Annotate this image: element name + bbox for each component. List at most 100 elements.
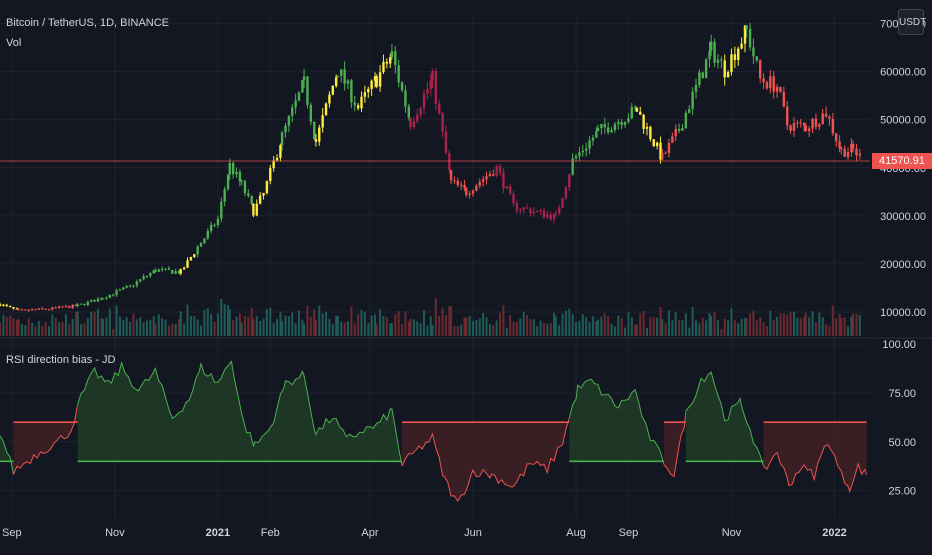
volume-bar	[115, 305, 118, 336]
rsi-tick-label: 50.00	[888, 437, 916, 449]
volume-bar	[34, 326, 37, 336]
volume-bar	[142, 322, 145, 336]
candle-body	[309, 104, 313, 122]
candle-body	[238, 171, 242, 182]
volume-bar	[100, 317, 103, 336]
volume-bar	[782, 313, 785, 336]
volume-bar	[118, 316, 121, 336]
candle-body	[154, 269, 157, 272]
volume-bar	[15, 320, 18, 336]
volume-bar	[363, 312, 366, 336]
volume-bar	[367, 323, 370, 336]
volume-bar	[515, 321, 518, 336]
candle-body	[824, 113, 828, 117]
volume-bar	[549, 323, 552, 336]
candle-body	[779, 86, 782, 92]
candle-body	[596, 128, 600, 132]
volume-bar	[681, 320, 684, 336]
indicator-title[interactable]: RSI direction bias - JD	[6, 354, 116, 366]
candle-body	[68, 306, 71, 309]
candle-body	[360, 96, 363, 109]
volume-bar	[102, 319, 105, 336]
volume-bar	[597, 319, 600, 336]
volume-bar	[627, 312, 630, 336]
volume-bar	[482, 312, 485, 336]
candle-body	[419, 108, 422, 115]
volume-bar	[578, 320, 581, 336]
volume-bar	[210, 314, 213, 336]
candle-body	[145, 275, 149, 277]
currency-badge[interactable]: USDT	[898, 9, 926, 35]
candle-body	[630, 107, 634, 119]
candle-body	[748, 28, 752, 48]
volume-bar	[252, 318, 255, 336]
candle-body	[100, 298, 103, 300]
candle-body	[258, 195, 262, 204]
candle-body	[90, 300, 93, 302]
volume-bar	[588, 321, 591, 336]
volume-bar	[509, 315, 512, 336]
volume-bar	[105, 317, 108, 336]
candle-body	[17, 309, 20, 311]
time-tick-label: Sep	[2, 527, 22, 539]
volume-bar	[108, 308, 111, 336]
candle-body	[546, 214, 549, 218]
candle-body	[694, 84, 698, 92]
candle-body	[807, 128, 811, 132]
volume-bar	[93, 311, 96, 336]
volume-bar	[772, 320, 775, 336]
symbol-title[interactable]: Bitcoin / TetherUS, 1D, BINANCE	[6, 17, 170, 29]
candle-body	[397, 65, 400, 83]
volume-bar	[526, 314, 529, 336]
candle-body	[41, 308, 44, 310]
time-tick-label: Aug	[566, 527, 586, 539]
candle-body	[674, 128, 677, 137]
candle-body	[792, 123, 796, 131]
price-tick-label: 60000.00	[880, 67, 926, 79]
volume-bar	[799, 318, 802, 336]
candle-body	[86, 301, 90, 305]
candle-body	[313, 121, 316, 140]
price-axis[interactable]: 70000.0060000.0050000.0040000.0030000.00…	[880, 19, 926, 319]
candle-body	[448, 153, 451, 171]
candle-body	[664, 152, 667, 154]
volume-label[interactable]: Vol	[6, 37, 22, 49]
volume-bar	[250, 307, 253, 336]
candle-body	[799, 122, 802, 124]
candle-body	[502, 172, 505, 189]
volume-bar	[404, 310, 407, 336]
volume-bar	[298, 310, 301, 336]
candle-body	[8, 305, 12, 307]
volume-bar	[220, 298, 223, 336]
candle-body	[765, 82, 769, 89]
candle-body	[743, 25, 747, 44]
candle-body	[269, 168, 272, 182]
candle-body	[633, 107, 637, 109]
candle-body	[30, 309, 34, 311]
candle-body	[350, 80, 353, 103]
volume-bar	[306, 305, 309, 336]
volume-bar	[129, 321, 132, 336]
volume-bar	[624, 327, 627, 336]
candle-body	[182, 267, 186, 270]
rsi-bull-fill	[685, 372, 764, 467]
volume-bar	[80, 324, 83, 336]
rsi-line-bear	[663, 410, 687, 478]
candle-body	[407, 106, 411, 118]
candle-body	[463, 184, 466, 189]
candle-body	[789, 125, 792, 131]
candle-body	[2, 304, 5, 306]
candle-body	[649, 126, 652, 140]
candle-body	[772, 76, 775, 92]
candle-body	[142, 276, 145, 280]
volume-bar	[502, 305, 505, 336]
rsi-tick-label: 25.00	[888, 486, 916, 498]
volume-bar	[591, 316, 594, 336]
candle-body	[713, 41, 716, 63]
volume-bar	[743, 318, 746, 336]
time-axis[interactable]: Sep Nov 2021 Feb Apr Jun Aug Sep Nov 2022	[2, 527, 847, 539]
volume-bar	[313, 309, 316, 336]
rsi-tick-label: 100.00	[882, 339, 916, 351]
rsi-axis[interactable]: 100.00 75.00 50.00 25.00	[882, 339, 916, 498]
